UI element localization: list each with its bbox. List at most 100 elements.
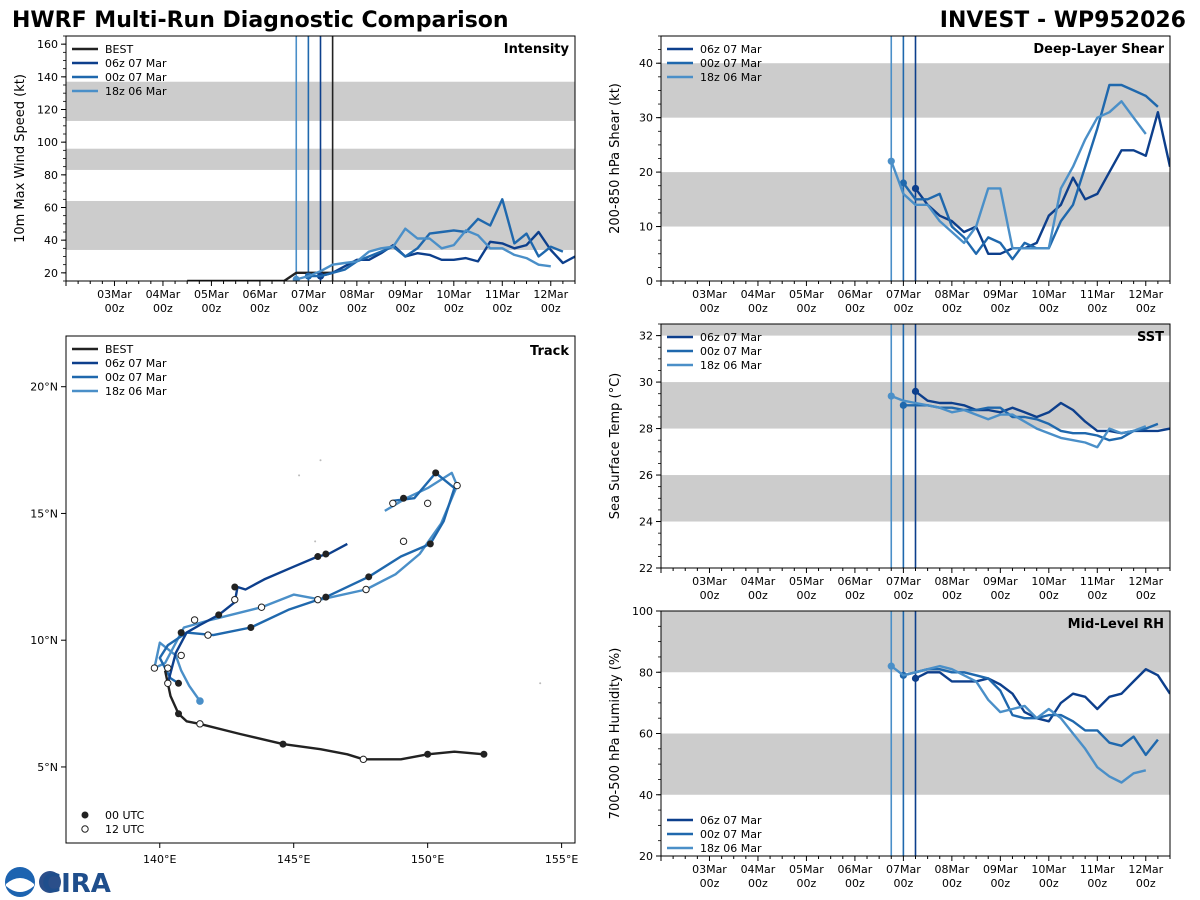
- track-point-00utc: [177, 629, 185, 637]
- track-plot-area: [150, 459, 542, 764]
- track-line-best: [163, 670, 485, 761]
- rh-x-tick-sublabel: 00z: [1087, 877, 1107, 890]
- sst-start-point-run00: [899, 401, 907, 409]
- intensity-x-tick-label: 03Mar: [97, 288, 132, 301]
- rh-x-tick-label: 05Mar: [789, 863, 824, 876]
- shear-y-tick-label: 0: [646, 275, 653, 288]
- track-point-00utc: [247, 624, 255, 632]
- shear-x-tick-label: 04Mar: [741, 288, 776, 301]
- intensity-x-tick-label: 07Mar: [291, 288, 326, 301]
- intensity-y-tick-label: 20: [44, 267, 58, 280]
- figure-title: HWRF Multi-Run Diagnostic Comparison: [12, 8, 509, 33]
- shear-x-tick-sublabel: 00z: [942, 302, 962, 315]
- track-point-00utc: [231, 583, 239, 591]
- sst-x-tick-label: 10Mar: [1031, 575, 1066, 588]
- sst-y-tick-label: 24: [639, 516, 653, 529]
- rh-y-tick-label: 20: [639, 850, 653, 863]
- track-point-12utc: [359, 755, 368, 764]
- intensity-legend-label-run06: 06z 07 Mar: [105, 57, 167, 70]
- track-x-tick-label: 140°E: [143, 853, 176, 866]
- track-point-00utc: [175, 710, 183, 718]
- rh-x-tick-label: 03Mar: [692, 863, 727, 876]
- sst-x-tick-label: 09Mar: [983, 575, 1018, 588]
- rh-x-tick-label: 10Mar: [1031, 863, 1066, 876]
- storm-id-title: INVEST - WP952026: [940, 8, 1186, 33]
- legend-00utc-marker: [81, 811, 89, 819]
- track-y-tick-label: 15°N: [30, 507, 58, 520]
- sst-x-tick-sublabel: 00z: [797, 589, 817, 602]
- intensity-legend-label-run00: 00z 07 Mar: [105, 71, 167, 84]
- shear-x-tick-sublabel: 00z: [1136, 302, 1156, 315]
- legend-12utc-label: 12 UTC: [105, 823, 145, 836]
- rh-x-tick-sublabel: 00z: [797, 877, 817, 890]
- sst-y-tick-label: 28: [639, 423, 653, 436]
- intensity-y-tick-label: 100: [37, 136, 58, 149]
- track-point-12utc: [164, 679, 172, 687]
- sst-x-tick-label: 05Mar: [789, 575, 824, 588]
- sst-x-tick-label: 12Mar: [1128, 575, 1163, 588]
- intensity-x-tick-label: 12Mar: [533, 288, 568, 301]
- shear-series-run18: [890, 100, 1147, 250]
- intensity-y-tick-label: 60: [44, 202, 58, 215]
- rh-y-tick-label: 40: [639, 789, 653, 802]
- shear-y-tick-label: 10: [639, 221, 653, 234]
- shear-x-tick-sublabel: 00z: [700, 302, 720, 315]
- sst-legend-label-run18: 18z 06 Mar: [700, 359, 762, 372]
- rh-panel-title: Mid-Level RH: [1068, 617, 1164, 632]
- sst-start-point-run06: [911, 387, 920, 395]
- track-point-12utc: [204, 631, 212, 639]
- legend-00utc-label: 00 UTC: [105, 809, 145, 822]
- sst-x-tick-label: 08Mar: [934, 575, 969, 588]
- track-y-tick-label: 20°N: [30, 381, 58, 394]
- track-legend-label-run00: 00z 07 Mar: [105, 371, 167, 384]
- cira-globe-icon: [39, 871, 61, 893]
- sst-legend-label-run06: 06z 07 Mar: [700, 331, 762, 344]
- track-point-00utc: [322, 593, 330, 601]
- track-x-tick-label: 155°E: [545, 853, 578, 866]
- shear-x-tick-label: 10Mar: [1031, 288, 1066, 301]
- rh-series-run18: [890, 664, 1147, 784]
- track-legend-label-best: BEST: [105, 343, 133, 356]
- rh-x-tick-sublabel: 00z: [845, 877, 865, 890]
- rh-x-tick-label: 08Mar: [934, 863, 969, 876]
- shear-x-tick-sublabel: 00z: [797, 302, 817, 315]
- sst-x-tick-sublabel: 00z: [748, 589, 768, 602]
- track-point-00utc: [426, 540, 434, 548]
- intensity-x-tick-sublabel: 00z: [298, 302, 318, 315]
- cira-wordmark: CIRA: [42, 869, 111, 899]
- shear-start-point-run06: [911, 184, 920, 193]
- intensity-legend-label-run18: 18z 06 Mar: [105, 85, 167, 98]
- sst-x-tick-sublabel: 00z: [845, 589, 865, 602]
- shear-x-tick-sublabel: 00z: [893, 302, 913, 315]
- rh-x-tick-label: 06Mar: [838, 863, 873, 876]
- track-y-tick-label: 5°N: [37, 761, 58, 774]
- track-point-12utc: [196, 720, 204, 728]
- sst-x-tick-sublabel: 00z: [942, 589, 962, 602]
- shear-panel: 03Mar00z04Mar00z05Mar00z06Mar00z07Mar00z…: [608, 35, 1171, 315]
- track-x-tick-label: 150°E: [411, 853, 444, 866]
- island-speck-0: [319, 459, 322, 462]
- sst-x-tick-sublabel: 00z: [1136, 589, 1156, 602]
- shear-y-tick-label: 30: [639, 112, 653, 125]
- sst-x-tick-sublabel: 00z: [1087, 589, 1107, 602]
- track-point-00utc: [400, 494, 408, 502]
- rh-y-axis-label: 700-500 hPa Humidity (%): [608, 648, 623, 820]
- track-point-12utc: [150, 664, 159, 672]
- sst-y-tick-label: 32: [639, 330, 653, 343]
- sst-x-tick-label: 04Mar: [741, 575, 776, 588]
- track-point-12utc: [164, 664, 172, 672]
- intensity-x-tick-label: 09Mar: [388, 288, 423, 301]
- shear-y-tick-label: 20: [639, 166, 653, 179]
- track-point-00utc: [322, 550, 330, 558]
- shear-series-run00: [902, 83, 1159, 261]
- shear-series-run06: [914, 110, 1170, 256]
- track-point-12utc: [362, 585, 370, 594]
- rh-x-tick-label: 04Mar: [741, 863, 776, 876]
- island-speck-1: [314, 540, 317, 543]
- shear-plot-area: [661, 36, 1170, 281]
- sst-y-tick-label: 22: [639, 562, 653, 575]
- intensity-x-tick-label: 04Mar: [146, 288, 181, 301]
- shear-x-tick-sublabel: 00z: [1039, 302, 1059, 315]
